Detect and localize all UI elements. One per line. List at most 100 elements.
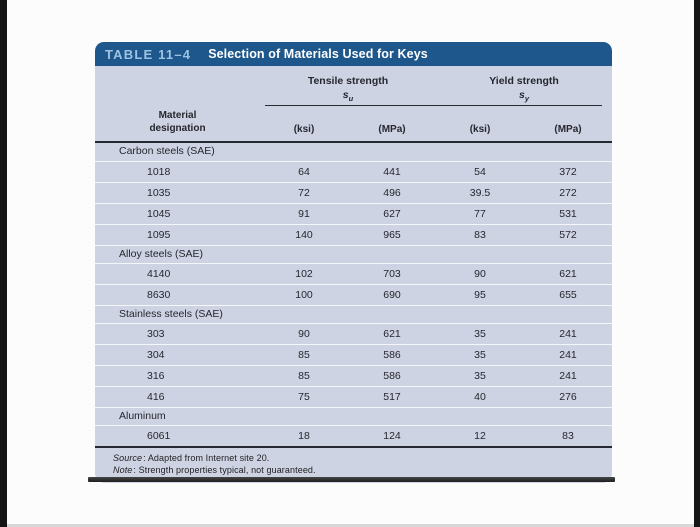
material-designation-header: Material designation [149,110,206,135]
bottom-edge-line [7,524,694,527]
table-row: 303 90 621 35 241 [95,323,612,344]
tensile-mpa-cell: 627 [383,208,401,221]
yield-mpa-cell: 621 [559,268,577,281]
left-edge-bar [0,0,7,527]
yield-ksi-cell: 35 [474,370,486,383]
yield-mpa-cell: 276 [559,391,577,404]
general-note: Note: Strength properties typical, not g… [113,465,316,476]
right-edge-bar [694,0,700,527]
tensile-mpa-cell: 586 [383,370,401,383]
tensile-ksi-cell: 85 [298,370,310,383]
tensile-ksi-cell: 102 [295,268,313,281]
table-title: Selection of Materials Used for Keys [208,47,428,61]
yield-strength-group-header: Yield strength [489,75,559,87]
section-label: Alloy steels (SAE) [119,248,204,261]
unit-header-yield-mpa: (MPa) [554,124,582,136]
material-cell: 1045 [147,208,171,221]
table-section-row: Alloy steels (SAE) [95,245,612,263]
table-row: 6061 18 124 12 83 [95,425,612,446]
table-row: 8630 100 690 95 655 [95,284,612,305]
yield-mpa-cell: 372 [559,166,577,179]
tensile-mpa-cell: 441 [383,166,401,179]
yield-ksi-cell: 40 [474,391,486,404]
section-label: Stainless steels (SAE) [119,308,223,321]
unit-header-tensile-mpa: (MPa) [378,124,406,136]
tensile-ksi-cell: 75 [298,391,310,404]
material-cell: 8630 [147,289,171,302]
yield-ksi-cell: 54 [474,166,486,179]
table-body: Tensile strength Yield strength su sy Ma… [95,66,612,484]
yield-mpa-cell: 655 [559,289,577,302]
tensile-ksi-cell: 64 [298,166,310,179]
sy-symbol: sy [518,89,529,104]
symbol-underline-rule [265,105,602,107]
table-row: 1018 64 441 54 372 [95,161,612,182]
yield-mpa-cell: 572 [559,229,577,242]
material-cell: 1095 [147,229,171,242]
table-row: 304 85 586 35 241 [95,344,612,365]
material-cell: 1035 [147,187,171,200]
yield-mpa-cell: 272 [559,187,577,200]
material-cell: 416 [147,391,165,404]
yield-ksi-cell: 90 [474,268,486,281]
tensile-mpa-cell: 496 [383,187,401,200]
table-number: TABLE 11–4 [105,46,192,62]
yield-mpa-cell: 241 [559,370,577,383]
yield-mpa-cell: 83 [562,430,574,443]
table-row: 1045 91 627 77 531 [95,203,612,224]
table-section-row: Aluminum [95,407,612,425]
table-row: 416 75 517 40 276 [95,386,612,407]
tensile-mpa-cell: 124 [383,430,401,443]
yield-ksi-cell: 83 [474,229,486,242]
tensile-ksi-cell: 72 [298,187,310,200]
materials-table: TABLE 11–4 Selection of Materials Used f… [95,42,612,484]
yield-mpa-cell: 241 [559,349,577,362]
tensile-ksi-cell: 140 [295,229,313,242]
tensile-mpa-cell: 586 [383,349,401,362]
tensile-ksi-cell: 100 [295,289,313,302]
note-label: Note [113,465,133,476]
yield-ksi-cell: 35 [474,328,486,341]
tensile-mpa-cell: 690 [383,289,401,302]
section-label: Aluminum [119,410,166,423]
tensile-ksi-cell: 85 [298,349,310,362]
yield-mpa-cell: 531 [559,208,577,221]
table-row: 1035 72 496 39.5 272 [95,182,612,203]
material-cell: 1018 [147,166,171,179]
tensile-mpa-cell: 703 [383,268,401,281]
page-edge-rule [88,477,615,482]
yield-ksi-cell: 12 [474,430,486,443]
yield-ksi-cell: 95 [474,289,486,302]
material-cell: 303 [147,328,165,341]
yield-ksi-cell: 77 [474,208,486,221]
tensile-mpa-cell: 621 [383,328,401,341]
unit-header-yield-ksi: (ksi) [469,124,491,136]
material-cell: 316 [147,370,165,383]
source-note: Source: Adapted from Internet site 20. [113,453,270,464]
table-footnotes: Source: Adapted from Internet site 20. N… [95,446,612,483]
table-header-bar: TABLE 11–4 Selection of Materials Used f… [95,42,612,66]
tensile-ksi-cell: 91 [298,208,310,221]
section-label: Carbon steels (SAE) [119,145,215,158]
tensile-mpa-cell: 517 [383,391,401,404]
yield-ksi-cell: 35 [474,349,486,362]
tensile-mpa-cell: 965 [383,229,401,242]
yield-ksi-cell: 39.5 [469,187,491,200]
table-section-row: Carbon steels (SAE) [95,143,612,161]
column-headers: Tensile strength Yield strength su sy Ma… [95,66,612,144]
tensile-ksi-cell: 18 [298,430,310,443]
material-cell: 6061 [147,430,171,443]
material-cell: 4140 [147,268,171,281]
table-rows: Carbon steels (SAE) 1018 64 441 54 372 1… [95,143,612,446]
table-row: 316 85 586 35 241 [95,365,612,386]
table-row: 1095 140 965 83 572 [95,224,612,245]
tensile-strength-group-header: Tensile strength [307,75,389,87]
su-symbol: su [342,89,354,104]
yield-mpa-cell: 241 [559,328,577,341]
material-cell: 304 [147,349,165,362]
unit-header-tensile-ksi: (ksi) [293,124,315,136]
table-section-row: Stainless steels (SAE) [95,305,612,323]
source-label: Source [113,453,143,464]
table-row: 4140 102 703 90 621 [95,263,612,284]
tensile-ksi-cell: 90 [298,328,310,341]
